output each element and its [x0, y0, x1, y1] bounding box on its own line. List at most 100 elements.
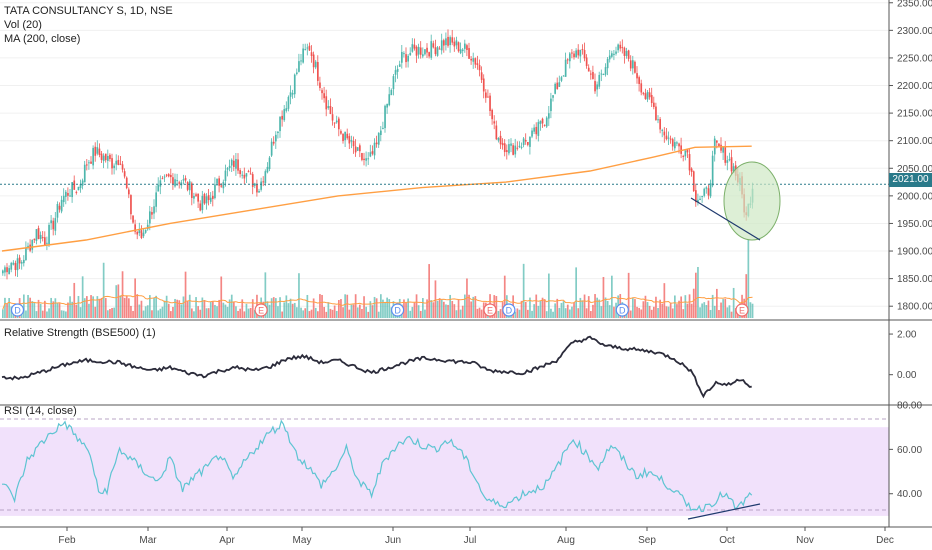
price-tick-label: 2000.00	[897, 191, 932, 202]
volume-bar	[272, 297, 275, 318]
candle-body	[258, 190, 260, 193]
candle-body	[497, 138, 500, 141]
volume-bar	[161, 306, 164, 318]
candle-body	[220, 185, 223, 187]
volume-bar	[445, 304, 447, 318]
volume-bar	[65, 311, 67, 318]
volume-bar	[226, 306, 229, 318]
candle-body	[69, 195, 71, 197]
candle-body	[119, 163, 122, 165]
volume-bar	[323, 306, 325, 318]
time-tick-label: Oct	[719, 535, 735, 546]
candle-body	[615, 51, 617, 54]
volume-bar	[207, 308, 210, 318]
candle-body	[661, 129, 664, 131]
candle-body	[478, 65, 481, 71]
candle-body	[686, 149, 689, 153]
volume-bar	[611, 275, 613, 318]
event-marker-label: E	[487, 306, 493, 316]
volume-bar	[365, 306, 367, 318]
candle-body	[470, 58, 472, 61]
candle-body	[703, 188, 706, 196]
volume-bar	[390, 307, 393, 318]
event-marker[interactable]	[483, 303, 497, 317]
volume-bar	[424, 309, 426, 318]
candle-body	[724, 147, 727, 163]
volume-bar	[174, 298, 176, 318]
candle-body	[25, 248, 27, 261]
event-marker[interactable]	[10, 303, 25, 317]
price-tick-label: 2250.00	[897, 53, 932, 64]
volume-bar	[157, 310, 160, 318]
candle-body	[413, 44, 416, 49]
candle-body	[88, 162, 90, 164]
candle-body	[10, 262, 13, 270]
volume-bar	[674, 295, 676, 318]
candle-body	[472, 58, 475, 62]
volume-bar	[363, 296, 365, 318]
volume-bar	[634, 299, 636, 318]
candle-body	[709, 183, 712, 197]
volume-bar	[411, 306, 414, 318]
volume-bar	[90, 295, 92, 318]
event-marker[interactable]	[391, 303, 405, 317]
candle-body	[317, 62, 319, 81]
candle-body	[531, 130, 533, 137]
candle-body	[31, 240, 34, 250]
candle-body	[663, 131, 666, 136]
volume-bar	[88, 303, 90, 318]
volume-bar	[27, 294, 29, 318]
candle-body	[65, 191, 67, 197]
volume-bar	[459, 309, 462, 318]
volume-bar	[688, 294, 691, 318]
candle-body	[602, 74, 605, 76]
rsi-axis: 80.00 60.00 40.00	[889, 401, 922, 500]
volume-bar	[155, 295, 157, 318]
volume-bar	[405, 302, 407, 318]
volume-bar	[340, 299, 342, 318]
time-tick-label: Dec	[876, 535, 894, 546]
candle-body	[62, 195, 65, 203]
candle-body	[251, 174, 254, 187]
candle-body	[195, 194, 197, 196]
candle-body	[130, 195, 132, 215]
volume-bar	[327, 302, 330, 318]
candle-body	[144, 229, 147, 233]
candle-body	[193, 195, 195, 199]
candle-body	[451, 37, 454, 43]
candle-body	[564, 59, 567, 77]
rsi-line	[2, 419, 753, 513]
candle-body	[606, 58, 609, 69]
volume-bar	[359, 304, 361, 318]
price-tick-label: 2350.00	[897, 0, 932, 9]
event-marker[interactable]	[254, 303, 268, 317]
candle-body	[188, 181, 191, 191]
candle-body	[453, 41, 456, 47]
price-grid	[0, 2, 889, 307]
event-marker[interactable]	[615, 303, 629, 317]
candle-body	[306, 47, 309, 49]
candle-body	[419, 47, 422, 55]
volume-bar	[113, 307, 115, 318]
candle-body	[142, 232, 145, 237]
candle-body	[491, 109, 493, 120]
volume-bar	[594, 294, 596, 318]
volume-bar	[432, 302, 435, 318]
event-marker[interactable]	[735, 303, 749, 317]
volume-bar	[583, 294, 586, 318]
event-marker-label: D	[506, 306, 513, 316]
volume-bar	[640, 309, 643, 318]
volume-bar	[293, 302, 296, 318]
volume-bar	[163, 300, 166, 318]
volume-bar	[23, 294, 25, 318]
candle-body	[592, 72, 594, 79]
candle-body	[113, 165, 115, 169]
candle-body	[296, 72, 298, 74]
candle-body	[623, 47, 626, 56]
volume-bar	[726, 307, 729, 318]
candle-body	[430, 41, 433, 58]
candle-body	[684, 150, 687, 157]
event-marker[interactable]	[502, 303, 516, 317]
volume-bar	[329, 308, 332, 318]
volume-bar	[728, 305, 731, 318]
